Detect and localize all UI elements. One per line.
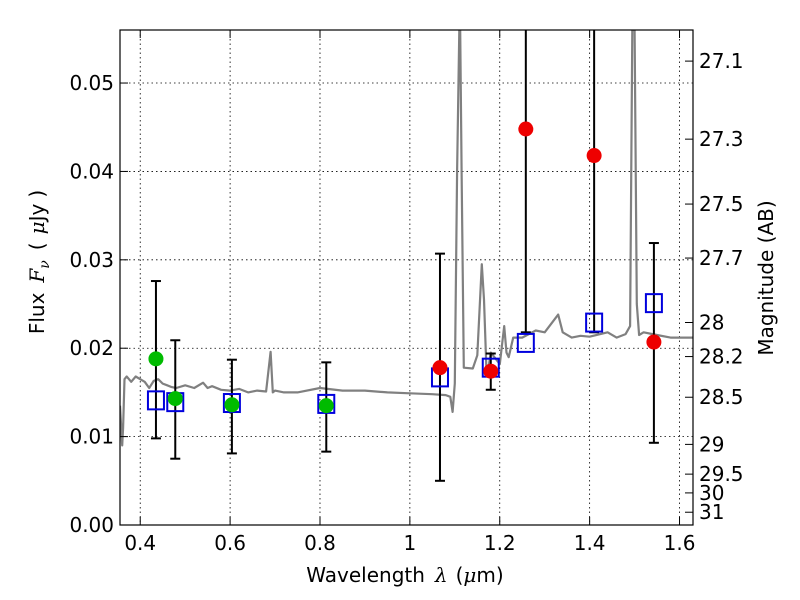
x-tick-label: 0.4 <box>124 531 156 555</box>
x-tick-label: 1.4 <box>574 531 606 555</box>
detection-point <box>224 397 240 413</box>
magnitude-tick-label: 27.5 <box>699 192 744 216</box>
y-tick-label: 0.02 <box>69 336 114 360</box>
axes: 0.4 0.6 0.8 1 1.2 1.4 1.6 0.00 0.01 0.02 0.03 0.04 0… <box>69 30 744 555</box>
spectrum-line <box>120 30 693 447</box>
x-tick-label: 1.6 <box>664 531 696 555</box>
magnitude-axis-label: Magnitude (AB) <box>754 200 778 355</box>
nondetection-point <box>646 334 662 350</box>
nondetection-point <box>518 121 534 137</box>
x-tick-label: 0.6 <box>214 531 246 555</box>
nondetection-point <box>483 363 499 379</box>
magnitude-tick-label: 27.7 <box>699 246 744 270</box>
magnitude-tick-label: 28.2 <box>699 345 744 369</box>
model-photometry-point <box>585 312 604 333</box>
nondetection-point <box>586 148 602 164</box>
magnitude-tick-label: 29 <box>699 432 724 456</box>
magnitude-tick-label: 29.5 <box>699 462 744 486</box>
magnitude-tick-label: 30 <box>699 481 724 505</box>
magnitude-tick-label: 27.3 <box>699 127 744 151</box>
x-tick-label: 1 <box>404 531 417 555</box>
model-photometry-point <box>516 332 535 353</box>
plot-frame <box>119 29 694 526</box>
x-tick-label: 1.2 <box>484 531 516 555</box>
x-tick-label: 0.8 <box>304 531 336 555</box>
y-tick-label: 0.04 <box>69 159 114 183</box>
x-axis-label: Wavelength λ (μm) <box>306 563 503 587</box>
y-tick-label: 0.05 <box>69 71 114 95</box>
detection-point <box>318 398 334 414</box>
grid <box>120 30 693 525</box>
y-axis-label: FluxFν(μJy) <box>25 190 53 334</box>
model-photometry-point <box>644 293 663 314</box>
model-photometry-point <box>146 390 165 411</box>
y-tick-label: 0.00 <box>69 513 114 537</box>
detection-point <box>148 351 164 367</box>
magnitude-tick-label: 28.5 <box>699 385 744 409</box>
detection-point <box>167 391 183 407</box>
magnitude-tick-label: 31 <box>699 500 724 524</box>
nondetection-point <box>432 360 448 376</box>
y-tick-label: 0.01 <box>69 425 114 449</box>
plot-area <box>120 30 693 482</box>
magnitude-tick-label: 27.1 <box>699 49 744 73</box>
magnitude-tick-label: 28 <box>699 311 724 335</box>
y-tick-label: 0.03 <box>69 248 114 272</box>
